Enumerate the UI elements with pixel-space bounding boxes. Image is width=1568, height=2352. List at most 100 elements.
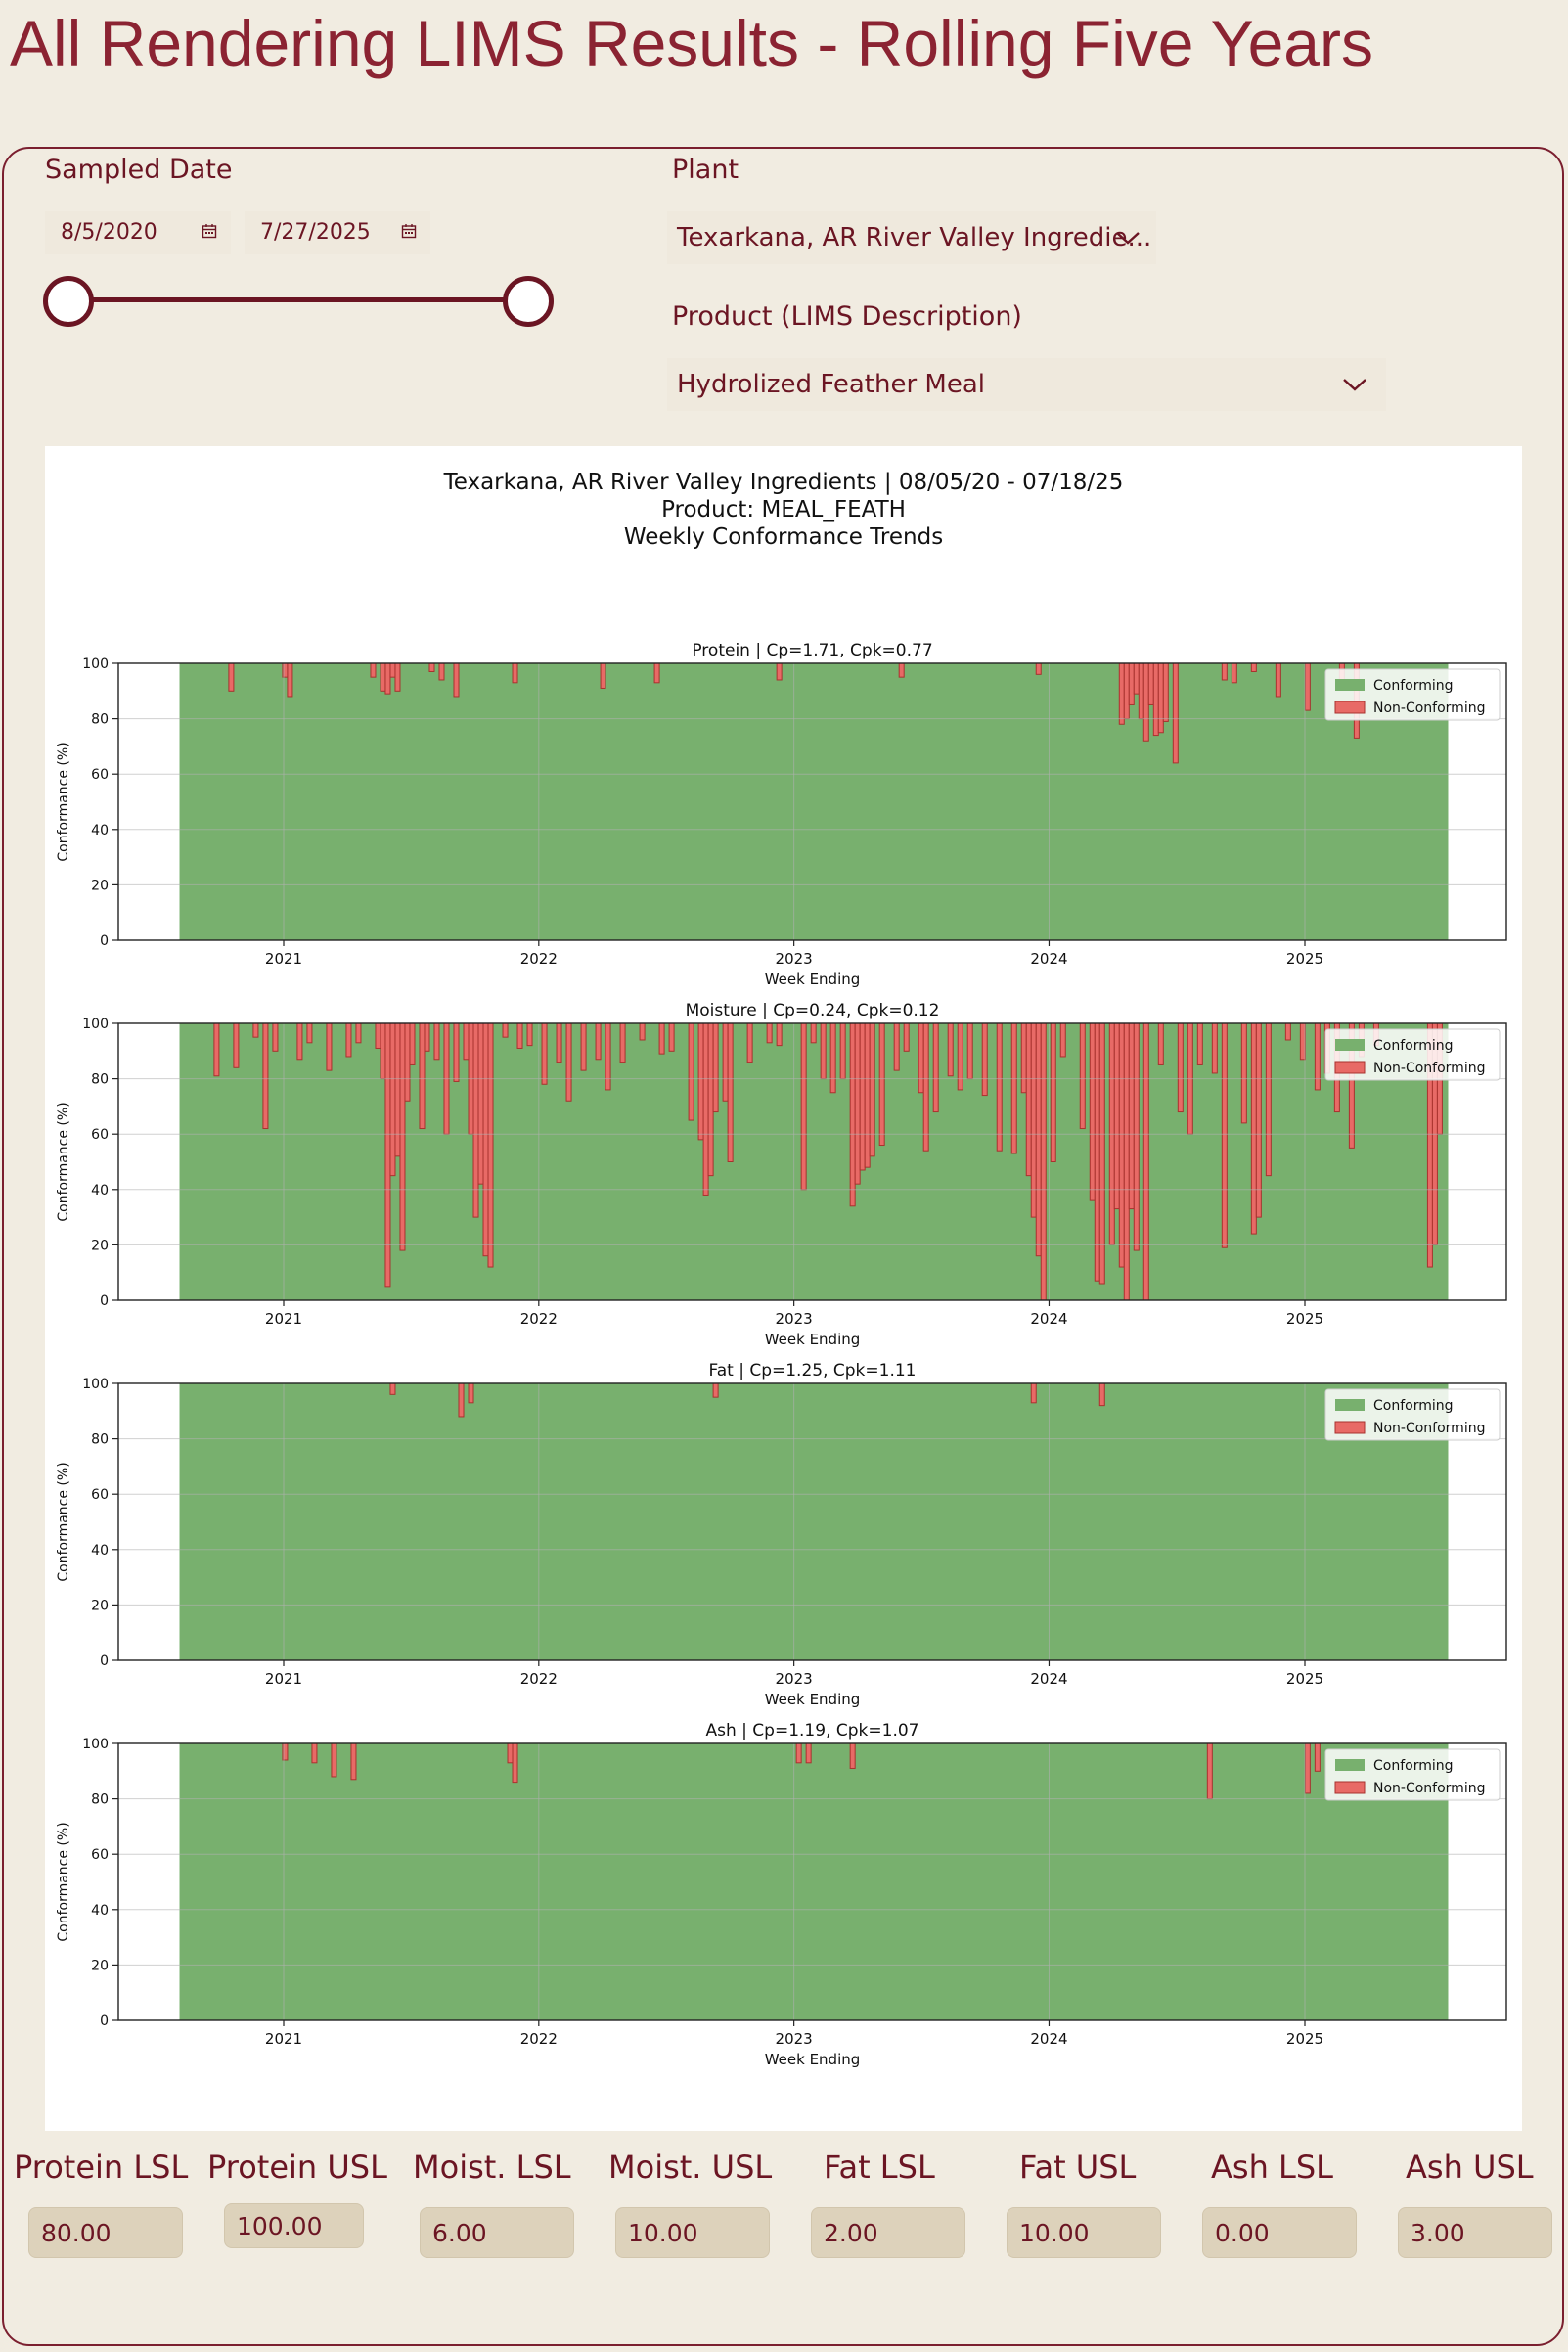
date-range-slider-track[interactable]	[68, 297, 528, 302]
non-conforming-bar	[1304, 1742, 1311, 1794]
non-conforming-bar	[1250, 1022, 1257, 1235]
non-conforming-bar	[502, 1022, 509, 1038]
non-conforming-bar	[805, 1742, 812, 1764]
plant-selected-value: Texarkana, AR River Valley Ingredie...	[677, 223, 1152, 252]
non-conforming-bar	[829, 1022, 836, 1094]
conforming-area	[179, 663, 1449, 940]
moist-usl-value[interactable]: 10.00	[615, 2207, 770, 2258]
non-conforming-bar	[438, 662, 445, 681]
protein-lsl-value[interactable]: 80.00	[28, 2207, 183, 2258]
y-tick-label: 80	[91, 1432, 109, 1448]
fat-lsl-value[interactable]: 2.00	[811, 2207, 965, 2258]
non-conforming-bar	[468, 1382, 474, 1404]
non-conforming-bar	[1275, 662, 1281, 698]
conforming-area	[179, 1383, 1449, 1660]
non-conforming-bar	[487, 1022, 494, 1268]
x-tick-label: 2024	[1030, 2030, 1067, 2048]
legend-swatch	[1335, 679, 1365, 691]
panel-title: Ash | Cp=1.19, Cpk=1.07	[706, 1721, 919, 1741]
non-conforming-bar	[849, 1742, 856, 1769]
legend-entry: Conforming	[1373, 1758, 1454, 1774]
non-conforming-bar	[810, 1022, 817, 1044]
non-conforming-bar	[600, 662, 606, 689]
non-conforming-bar	[1138, 662, 1144, 720]
non-conforming-bar	[556, 1022, 562, 1063]
chevron-down-icon	[1343, 379, 1366, 391]
legend-swatch	[1335, 1759, 1365, 1771]
protein-usl-value[interactable]: 100.00	[224, 2203, 364, 2248]
product-dropdown[interactable]: Hydrolized Feather Meal	[667, 358, 1386, 411]
fat-usl-value[interactable]: 10.00	[1007, 2207, 1161, 2258]
legend-entry: Non-Conforming	[1373, 1421, 1485, 1436]
non-conforming-bar	[580, 1022, 587, 1071]
x-tick-label: 2024	[1030, 1670, 1067, 1688]
non-conforming-bar	[1147, 662, 1154, 705]
non-conforming-bar	[658, 1022, 665, 1055]
plot-frame	[117, 1022, 1507, 1301]
calendar-icon[interactable]	[401, 223, 417, 239]
non-conforming-bar	[1094, 1022, 1100, 1282]
plot-frame	[117, 662, 1507, 941]
ash-lsl-value[interactable]: 0.00	[1202, 2207, 1357, 2258]
ash-lsl-label: Ash LSL	[1211, 2148, 1333, 2186]
conforming-area	[179, 1743, 1449, 2020]
y-tick-label: 40	[91, 1183, 109, 1199]
non-conforming-bar	[424, 1022, 430, 1052]
x-tick-label: 2025	[1286, 2030, 1323, 2048]
y-tick-label: 80	[91, 1072, 109, 1088]
y-tick-label: 0	[100, 933, 109, 949]
legend-swatch	[1334, 701, 1366, 714]
x-axis-label: Week Ending	[765, 1691, 861, 1708]
non-conforming-bar	[1098, 1382, 1105, 1407]
date-range-end-handle[interactable]	[503, 276, 554, 327]
non-conforming-bar	[370, 662, 377, 678]
non-conforming-bar	[1157, 1022, 1164, 1065]
non-conforming-bar	[433, 1022, 440, 1061]
non-conforming-bar	[1035, 662, 1042, 675]
y-axis-label: Conformance (%)	[56, 1102, 71, 1221]
non-conforming-bar	[262, 1022, 269, 1130]
moist-lsl-value[interactable]: 6.00	[420, 2207, 574, 2258]
non-conforming-bar	[707, 1022, 714, 1177]
y-axis-label: Conformance (%)	[56, 742, 71, 861]
plant-dropdown[interactable]: Texarkana, AR River Valley Ingredie...	[667, 211, 1156, 264]
start-date-input[interactable]: 8/5/2020	[45, 211, 231, 254]
non-conforming-bar	[512, 1742, 518, 1784]
non-conforming-bar	[1118, 1022, 1125, 1268]
non-conforming-bar	[1157, 662, 1164, 734]
non-conforming-bar	[384, 1022, 391, 1288]
non-conforming-bar	[981, 1022, 988, 1097]
legend-entry: Conforming	[1373, 1398, 1454, 1414]
non-conforming-bar	[1240, 1022, 1247, 1124]
ash-usl-value[interactable]: 3.00	[1398, 2207, 1552, 2258]
x-tick-label: 2023	[776, 1310, 813, 1328]
non-conforming-bar	[375, 1022, 381, 1049]
non-conforming-bar	[996, 1022, 1003, 1152]
page-title: All Rendering LIMS Results - Rolling Fiv…	[10, 7, 1373, 79]
non-conforming-bar	[776, 1022, 783, 1047]
x-tick-label: 2021	[265, 2030, 302, 2048]
calendar-icon[interactable]	[202, 223, 217, 239]
non-conforming-bar	[512, 662, 518, 684]
plant-label: Plant	[672, 155, 739, 185]
non-conforming-bar	[287, 662, 293, 698]
non-conforming-bar	[1133, 662, 1140, 695]
non-conforming-bar	[746, 1022, 753, 1063]
non-conforming-bar	[482, 1022, 489, 1257]
chart-title-line: Product: MEAL_FEATH	[661, 497, 906, 522]
non-conforming-bar	[619, 1022, 626, 1063]
protein-lsl-label: Protein LSL	[14, 2148, 189, 2186]
non-conforming-bar	[795, 1742, 802, 1764]
non-conforming-bar	[345, 1022, 352, 1058]
non-conforming-bar	[1177, 1022, 1184, 1113]
y-tick-label: 60	[91, 1487, 109, 1503]
non-conforming-bar	[541, 1022, 548, 1085]
date-range-start-handle[interactable]	[43, 276, 94, 327]
y-axis-label: Conformance (%)	[56, 1822, 71, 1941]
non-conforming-bar	[820, 1022, 827, 1080]
conformance-chart: Texarkana, AR River Valley Ingredients |…	[45, 446, 1522, 2131]
x-tick-label: 2024	[1030, 950, 1067, 968]
start-date-value: 8/5/2020	[61, 220, 157, 245]
non-conforming-bar	[947, 1022, 954, 1077]
end-date-input[interactable]: 7/27/2025	[245, 211, 430, 254]
